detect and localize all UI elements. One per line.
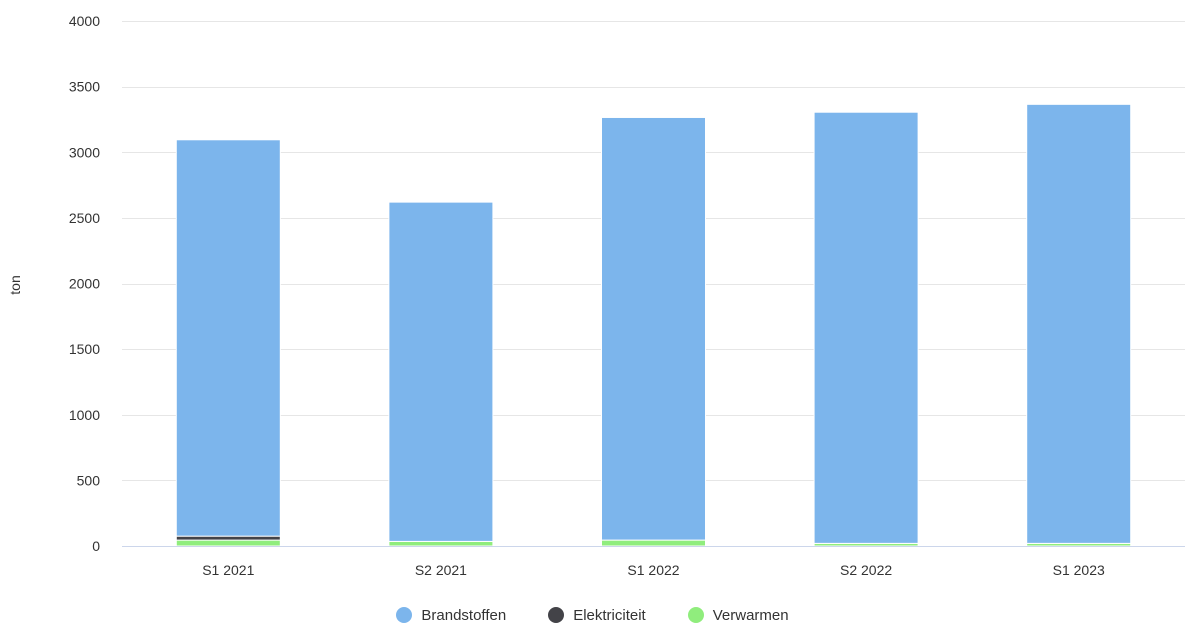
bar-brandstoffen-s2-2022[interactable] [813,111,919,544]
bar-verwarmen-s1-2021[interactable] [175,539,281,547]
bar-brandstoffen-s1-2021[interactable] [175,139,281,537]
legend-item-elektriciteit[interactable]: Elektriciteit [548,607,646,624]
x-tick-label: S1 2023 [1053,562,1105,578]
bar-brandstoffen-s1-2023[interactable] [1026,103,1132,544]
legend-item-verwarmen[interactable]: Verwarmen [687,606,789,624]
legend-label: Brandstoffen [421,606,507,624]
x-tick-label: S2 2021 [415,562,467,578]
bar-brandstoffen-s1-2022[interactable] [601,116,706,541]
y-tick-label: 2000 [69,276,100,292]
y-tick-label: 2500 [69,210,100,226]
y-tick-label: 4000 [69,13,100,29]
x-tick-label: S2 2022 [840,562,892,578]
y-tick-label: 1500 [69,341,100,357]
x-axis-tick-labels: S1 2021 S2 2021 S1 2022 S2 2022 S1 2023 [202,562,1105,578]
legend-swatch-icon [548,607,565,623]
y-axis-tick-labels: 0 500 1000 1500 2000 2500 3000 3500 4000 [69,13,100,554]
y-tick-label: 0 [92,538,100,554]
legend-label: Elektriciteit [573,606,646,624]
bar-verwarmen-s1-2022[interactable] [601,539,706,547]
x-tick-label: S1 2021 [202,562,254,578]
bar-verwarmen-s2-2021[interactable] [388,540,494,547]
bar-elektriciteit-s1-2021[interactable] [175,535,281,541]
legend-swatch-icon [396,607,413,623]
legend: Brandstoffen Elektriciteit Verwarmen [0,603,1185,627]
legend-swatch-icon [687,607,704,623]
legend-item-brandstoffen[interactable]: Brandstoffen [396,607,506,624]
y-tick-label: 500 [77,472,101,488]
y-tick-label: 1000 [69,407,100,423]
y-axis-title: ton [7,275,23,294]
y-tick-label: 3500 [69,79,100,95]
x-tick-label: S1 2022 [627,562,679,578]
bar-brandstoffen-s2-2021[interactable] [388,201,494,542]
legend-label: Verwarmen [712,606,789,624]
y-tick-label: 3000 [69,144,100,160]
bars [175,103,1132,547]
